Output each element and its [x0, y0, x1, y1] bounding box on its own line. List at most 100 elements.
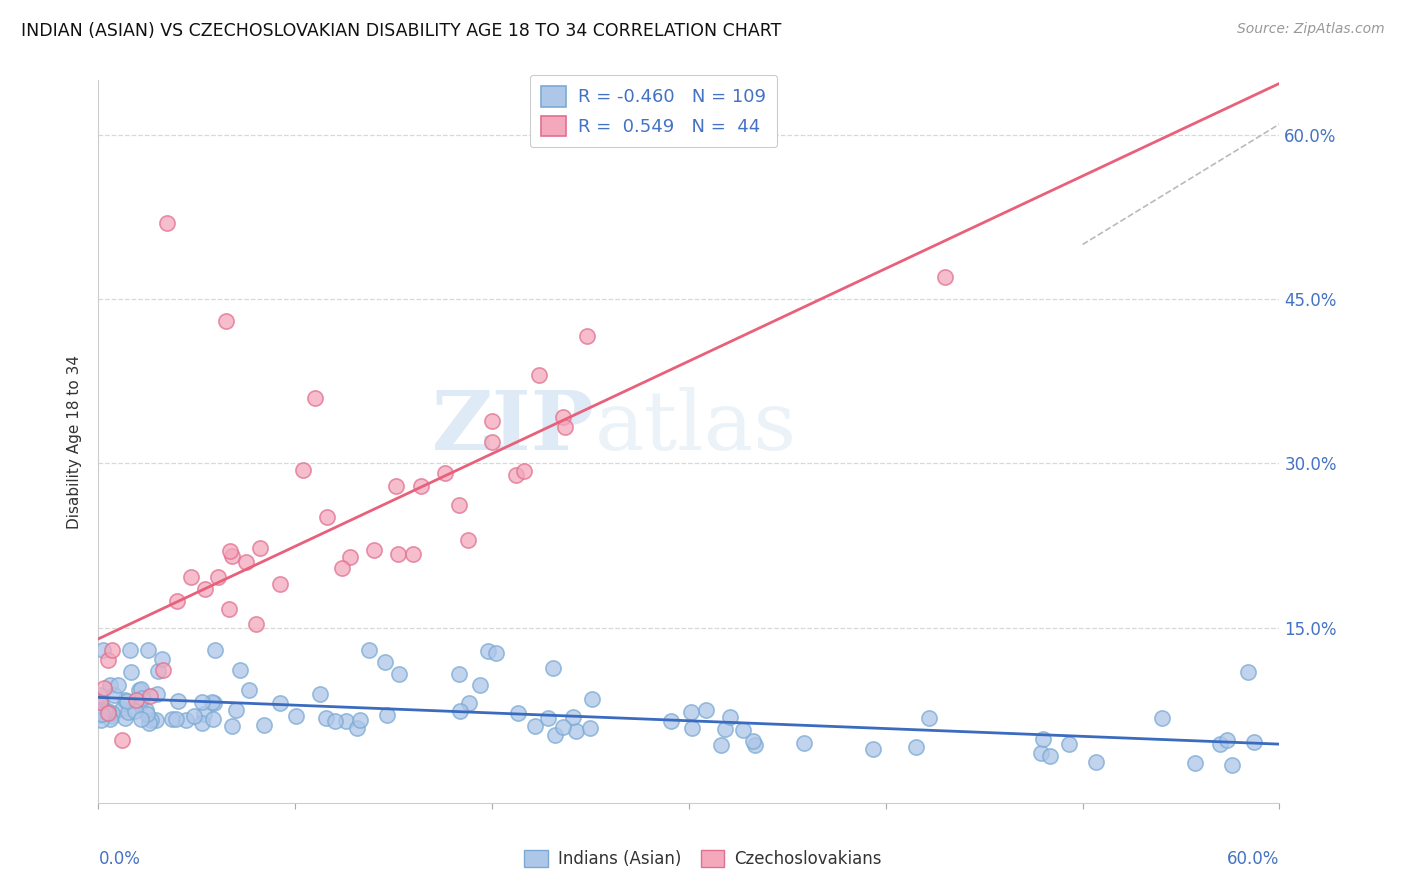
Point: [1209, 738, 1232, 752]
Point: [229, 663, 252, 677]
Point: [304, 391, 326, 405]
Point: [218, 601, 240, 615]
Point: [180, 570, 202, 584]
Point: [201, 695, 224, 709]
Point: [1237, 665, 1260, 680]
Text: ZIP: ZIP: [432, 387, 595, 467]
Point: [90, 714, 112, 728]
Point: [89, 708, 111, 723]
Point: [470, 678, 492, 692]
Point: [91, 706, 114, 721]
Point: [160, 712, 183, 726]
Point: [91, 642, 114, 657]
Point: [89, 706, 111, 721]
Point: [253, 718, 276, 732]
Point: [565, 724, 588, 739]
Point: [128, 682, 150, 697]
Point: [118, 642, 141, 657]
Point: [97, 653, 120, 667]
Point: [543, 728, 565, 742]
Point: [1032, 731, 1054, 746]
Point: [346, 721, 368, 735]
Point: [505, 468, 527, 483]
Point: [477, 644, 499, 658]
Point: [125, 692, 148, 706]
Point: [374, 656, 396, 670]
Point: [388, 667, 411, 681]
Point: [793, 736, 815, 750]
Point: [1029, 746, 1052, 760]
Point: [129, 713, 152, 727]
Point: [225, 703, 247, 717]
Point: [183, 708, 205, 723]
Point: [156, 216, 179, 230]
Point: [554, 420, 576, 434]
Point: [710, 739, 733, 753]
Point: [193, 706, 215, 721]
Point: [97, 706, 120, 720]
Point: [219, 544, 242, 558]
Point: [1184, 756, 1206, 770]
Point: [481, 435, 503, 450]
Point: [94, 704, 117, 718]
Point: [115, 694, 138, 708]
Point: [551, 410, 574, 425]
Point: [235, 555, 257, 569]
Point: [918, 711, 941, 725]
Point: [98, 713, 121, 727]
Point: [202, 696, 225, 710]
Point: [269, 696, 291, 710]
Point: [714, 723, 737, 737]
Point: [458, 697, 481, 711]
Point: [90, 704, 112, 718]
Point: [89, 688, 111, 702]
Point: [349, 713, 371, 727]
Point: [90, 697, 112, 711]
Text: atlas: atlas: [595, 387, 797, 467]
Point: [166, 594, 188, 608]
Point: [111, 702, 134, 716]
Point: [136, 642, 159, 657]
Point: [541, 661, 564, 675]
Point: [523, 719, 546, 733]
Point: [449, 704, 471, 718]
Point: [117, 705, 139, 719]
Point: [1220, 758, 1243, 772]
Point: [339, 550, 361, 565]
Point: [731, 723, 754, 737]
Legend: Indians (Asian), Czechoslovakians: Indians (Asian), Czechoslovakians: [517, 843, 889, 875]
Text: 0.0%: 0.0%: [98, 850, 141, 868]
Text: 60.0%: 60.0%: [1227, 850, 1279, 868]
Point: [202, 712, 225, 726]
Point: [375, 707, 398, 722]
Point: [433, 466, 456, 480]
Point: [191, 695, 214, 709]
Point: [138, 690, 160, 704]
Text: INDIAN (ASIAN) VS CZECHOSLOVAKIAN DISABILITY AGE 18 TO 34 CORRELATION CHART: INDIAN (ASIAN) VS CZECHOSLOVAKIAN DISABI…: [21, 22, 782, 40]
Point: [136, 707, 159, 722]
Point: [128, 697, 150, 711]
Point: [215, 314, 238, 328]
Point: [285, 709, 308, 723]
Point: [1150, 711, 1173, 725]
Point: [93, 681, 115, 695]
Point: [204, 642, 226, 657]
Point: [862, 742, 884, 756]
Point: [138, 715, 160, 730]
Text: Source: ZipAtlas.com: Source: ZipAtlas.com: [1237, 22, 1385, 37]
Point: [152, 663, 174, 677]
Point: [150, 652, 173, 666]
Point: [98, 678, 121, 692]
Point: [1216, 732, 1239, 747]
Point: [103, 689, 125, 703]
Y-axis label: Disability Age 18 to 34: Disability Age 18 to 34: [67, 354, 83, 529]
Point: [315, 711, 337, 725]
Point: [529, 368, 551, 382]
Point: [481, 414, 503, 428]
Point: [89, 695, 111, 709]
Point: [1243, 735, 1265, 749]
Point: [139, 713, 162, 727]
Point: [269, 577, 291, 591]
Point: [357, 642, 380, 657]
Point: [332, 561, 354, 575]
